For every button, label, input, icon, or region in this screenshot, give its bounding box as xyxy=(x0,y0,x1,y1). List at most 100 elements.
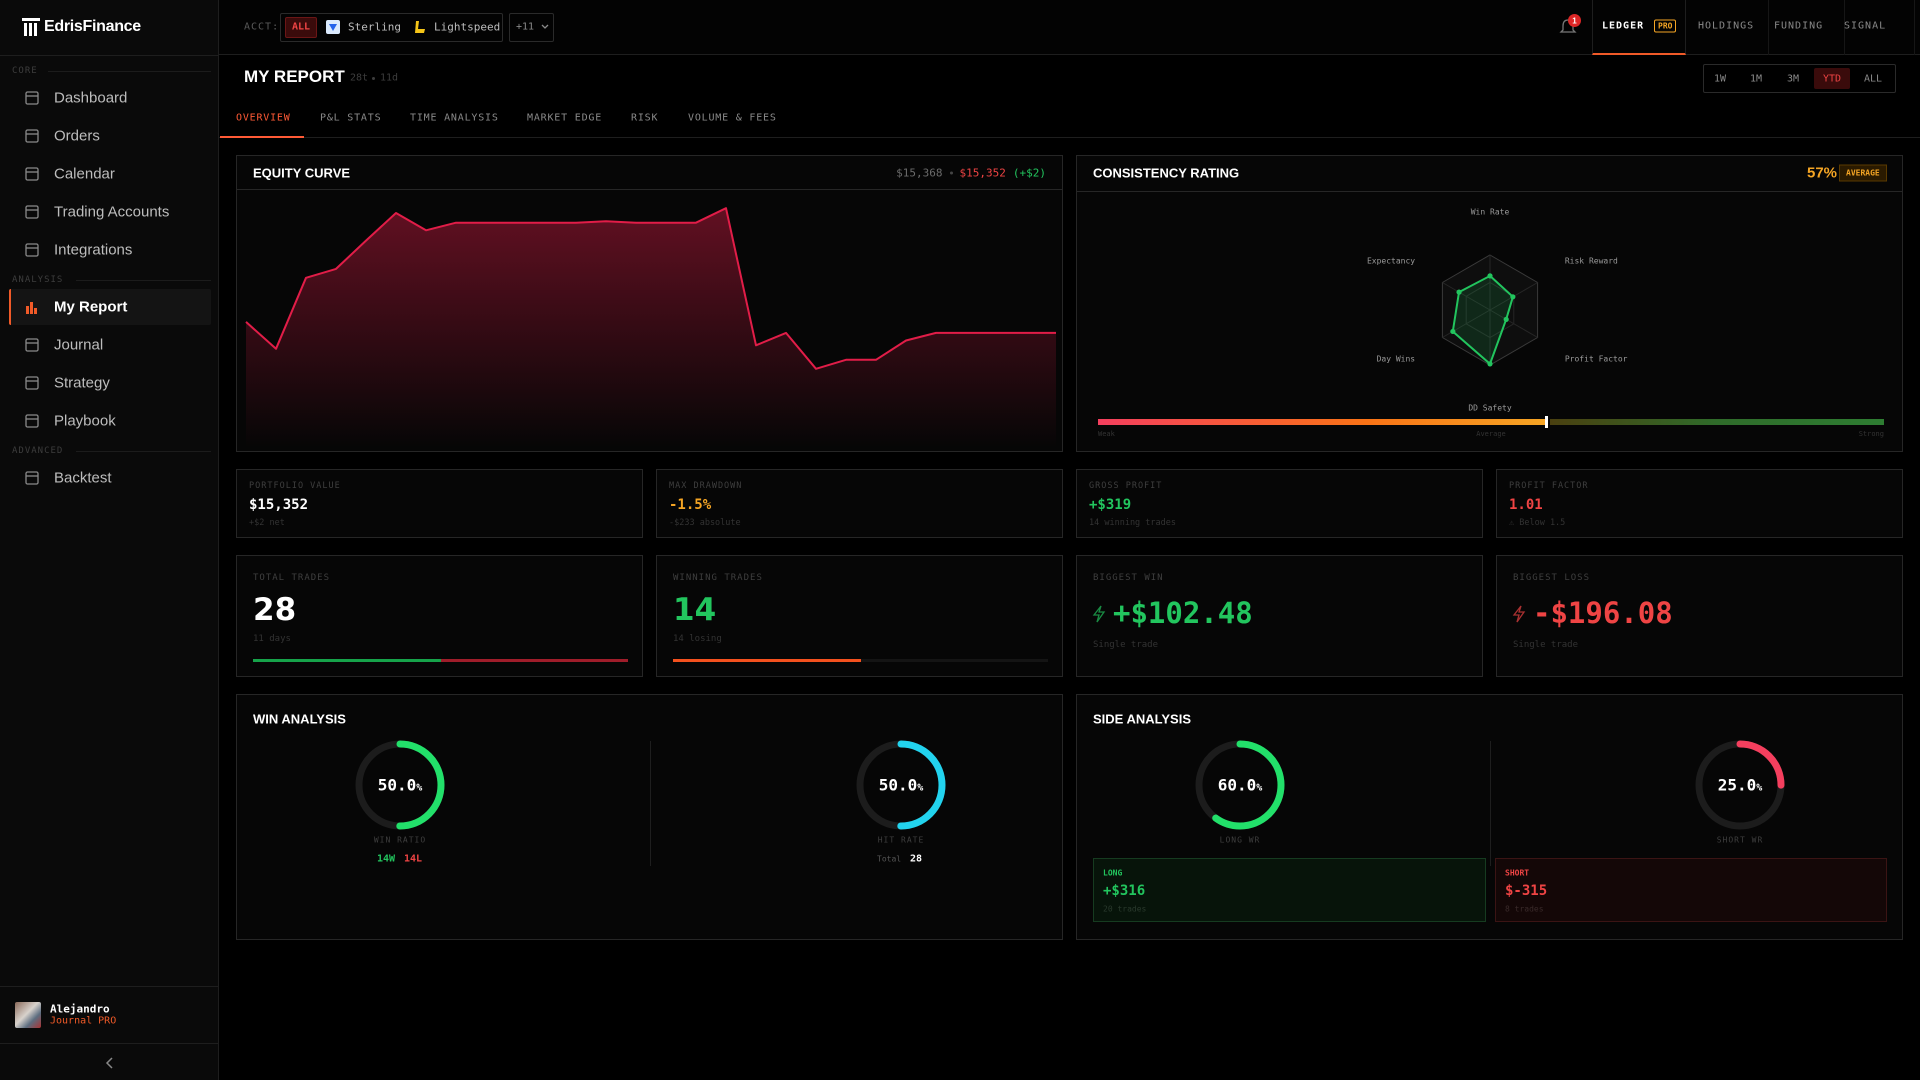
notification-count: 1 xyxy=(1572,16,1577,25)
more-accounts[interactable]: +11 xyxy=(516,21,535,33)
collapse-button[interactable] xyxy=(105,1057,115,1069)
panel-title: CONSISTENCY RATING xyxy=(1093,165,1240,181)
nav-divider xyxy=(1844,0,1845,55)
range-button[interactable]: 1M xyxy=(1749,73,1763,85)
report-tab[interactable]: RISK xyxy=(631,112,659,124)
account-tab[interactable]: ALL xyxy=(291,21,311,33)
equity-change: (+$2) xyxy=(1012,166,1046,180)
gauge-label: SHORT WR xyxy=(1716,835,1764,845)
donut-gauge xyxy=(856,740,946,830)
stat-note: 14 losing xyxy=(673,634,722,644)
side-pnl: $-315 xyxy=(1505,883,1548,899)
stat-card-large: WINNING TRADES 14 14 losing xyxy=(656,555,1063,677)
trade-count: 28t xyxy=(350,72,369,84)
stat-note: Single trade xyxy=(1093,640,1159,650)
nav-item[interactable]: Orders xyxy=(54,127,100,145)
nav-icon xyxy=(25,376,39,390)
section-label: ANALYSIS xyxy=(12,275,64,285)
logo-column xyxy=(24,23,27,36)
icon-frame xyxy=(25,129,39,143)
progress-wins xyxy=(253,659,441,662)
gauge-value-number: 50.0 xyxy=(878,775,918,795)
nav-item[interactable]: Playbook xyxy=(54,412,116,430)
nav-icon xyxy=(25,205,39,219)
nav-tab[interactable]: LEDGER xyxy=(1602,20,1645,32)
icon-bar xyxy=(26,306,29,314)
radar-point xyxy=(1456,289,1462,295)
consistency-panel: CONSISTENCY RATING 57% AVERAGE Win Rate Risk… xyxy=(1076,155,1903,452)
stat-label: TOTAL TRADES xyxy=(253,573,331,583)
gauge-arc xyxy=(856,740,946,830)
active-item-bg[interactable] xyxy=(9,289,211,325)
progress-wins xyxy=(673,659,861,662)
range-button[interactable]: ALL xyxy=(1863,73,1883,85)
long-box: LONG +$316 20 trades xyxy=(1093,858,1486,922)
icon-frame xyxy=(25,376,39,390)
nav-item[interactable]: Integrations xyxy=(54,241,133,259)
side-analysis-panel: SIDE ANALYSIS 60.0% LONG WR 25.0% SHORT WR LO… xyxy=(1076,694,1903,940)
logo-bar xyxy=(22,18,40,21)
more-accounts-btn[interactable] xyxy=(509,13,554,42)
icon-frame xyxy=(25,414,39,428)
account-tab[interactable]: Sterling xyxy=(348,20,401,34)
gauge-label: LONG WR xyxy=(1219,835,1261,845)
report-tab[interactable]: MARKET EDGE xyxy=(527,112,603,124)
report-tab[interactable]: P&L STATS xyxy=(320,112,382,124)
nav-item[interactable]: Trading Accounts xyxy=(54,203,170,221)
stat-label: WINNING TRADES xyxy=(673,573,763,583)
section-rule xyxy=(76,451,211,452)
nav-active-box[interactable] xyxy=(1592,0,1686,55)
logo-icon xyxy=(22,18,40,36)
equity-end: $15,352 xyxy=(959,166,1006,180)
stat-label: BIGGEST WIN xyxy=(1093,573,1164,583)
account-tab[interactable]: Lightspeed xyxy=(434,20,501,34)
gauge-arc xyxy=(1695,740,1785,830)
range-active-bg[interactable] xyxy=(1814,68,1850,89)
nav-tab[interactable]: HOLDINGS xyxy=(1698,20,1755,32)
nav-tab[interactable]: SIGNAL xyxy=(1844,20,1887,32)
nav-item[interactable]: Backtest xyxy=(54,469,112,487)
nav-item[interactable]: Dashboard xyxy=(54,89,128,107)
nav-icon xyxy=(25,243,39,257)
icon-bar xyxy=(30,302,33,314)
radar-point xyxy=(1450,328,1456,335)
radar-axis-label: DD Safety xyxy=(1468,404,1512,413)
stat-value: -$196.08 xyxy=(1533,596,1673,630)
report-tab[interactable]: TIME ANALYSIS xyxy=(410,112,499,124)
donut-gauge xyxy=(1195,740,1285,830)
stat-card: MAX DRAWDOWN -1.5% -$233 absolute xyxy=(656,469,1063,538)
nav-item[interactable]: Journal xyxy=(54,336,104,354)
gauge-value: 50.0% xyxy=(879,776,924,795)
side-trades: 8 trades xyxy=(1505,904,1544,914)
nav-item[interactable]: Calendar xyxy=(54,165,115,183)
nav-item[interactable]: My Report xyxy=(54,298,128,316)
separator-dot xyxy=(372,77,375,80)
range-button[interactable]: YTD xyxy=(1822,73,1842,85)
nav-tab[interactable]: FUNDING xyxy=(1774,20,1824,32)
scale-bar-low xyxy=(1098,419,1547,425)
logo-column xyxy=(34,23,37,36)
radar-axis-label: Risk Reward xyxy=(1565,257,1618,266)
nav-icon xyxy=(25,167,39,181)
nav-icon xyxy=(26,302,37,314)
page-title: MY REPORT xyxy=(244,67,345,86)
radar-spoke xyxy=(1489,309,1538,338)
stat-card: GROSS PROFIT +$319 14 winning trades xyxy=(1076,469,1483,538)
report-tab[interactable]: VOLUME & FEES xyxy=(688,112,777,124)
stat-card: PROFIT FACTOR 1.01 ⚠ Below 1.5 xyxy=(1496,469,1903,538)
divider xyxy=(0,1043,218,1044)
account-all-btn[interactable] xyxy=(285,17,317,38)
report-tab[interactable]: OVERVIEW xyxy=(236,112,291,124)
scale-marker xyxy=(1545,416,1549,428)
scale-label: Average xyxy=(1476,430,1506,438)
range-button[interactable]: 1W xyxy=(1713,73,1727,85)
total-count: 28 xyxy=(910,853,923,865)
dropdown-caret xyxy=(541,24,549,29)
wins-count: 14W xyxy=(377,853,396,865)
account-icon xyxy=(415,21,425,33)
tab-underline xyxy=(220,136,304,138)
nav-item[interactable]: Strategy xyxy=(54,374,110,392)
donut-gauge xyxy=(355,740,445,830)
gauge-label: WIN RATIO xyxy=(373,835,427,845)
range-button[interactable]: 3M xyxy=(1786,73,1800,85)
